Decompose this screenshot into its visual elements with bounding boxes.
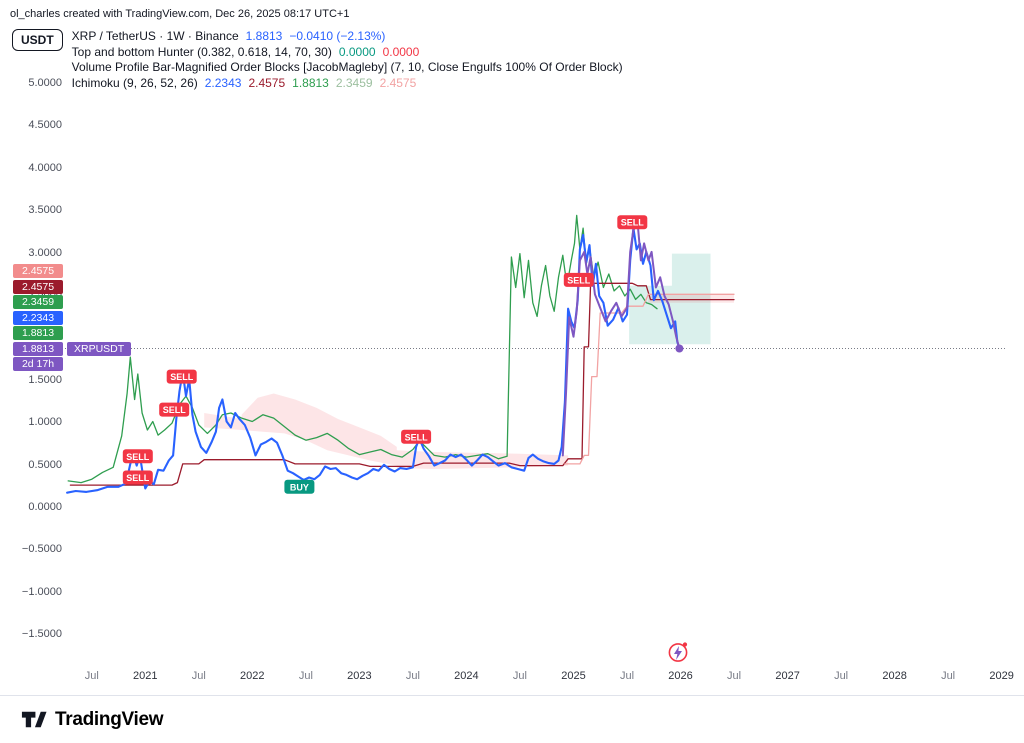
svg-text:SELL: SELL <box>567 275 591 285</box>
y-axis-label: −1.0000 <box>21 585 62 598</box>
lightning-icon <box>674 646 682 660</box>
symbol-title: XRP / TetherUS · 1W · Binance <box>71 29 239 43</box>
event-circle <box>668 643 688 662</box>
symbol-tag: XRPUSDT <box>67 341 132 356</box>
event-lightning-marker[interactable] <box>667 641 689 663</box>
ichimoku-value: 2.4575 <box>379 75 417 90</box>
time-scale[interactable]: Jul 2021 Jul 2022 Jul 2023 Jul 2024 Jul 2025 Jul 20… <box>0 670 1024 686</box>
sell-signal-marker[interactable]: SELL <box>401 429 432 444</box>
x-axis-label: Jul <box>298 670 313 682</box>
y-axis-label: 5.0000 <box>28 77 62 89</box>
y-axis-label: 4.5000 <box>28 119 62 132</box>
price-blue-line <box>66 227 681 494</box>
sell-signal-marker[interactable]: SELL <box>122 470 153 485</box>
x-axis-label: Jul <box>512 670 527 682</box>
price-scale-badge: 1.8813 <box>13 341 63 356</box>
y-axis-label: −1.5000 <box>21 628 62 641</box>
x-axis-label: 2022 <box>240 670 265 682</box>
sell-signal-marker[interactable]: SELL <box>159 402 190 417</box>
x-axis-label: 2027 <box>775 670 800 682</box>
legend-ichimoku-row[interactable]: Ichimoku (9, 26, 52, 26) 2.2343 2.4575 1.8… <box>72 76 623 92</box>
x-axis-label: Jul <box>726 670 742 682</box>
x-axis-label: 2023 <box>347 670 372 682</box>
x-axis-label: 2025 <box>561 670 586 682</box>
x-axis-label: 2024 <box>454 670 479 682</box>
y-axis-label: 0.0000 <box>28 501 62 513</box>
bearish-cloud-2022 <box>241 393 397 466</box>
chart-header: USDT XRP / TetherUS · 1W · Binance 1.881… <box>12 29 623 91</box>
price-scale-badge: 2.3459 <box>13 295 63 309</box>
x-axis-label: 2029 <box>989 670 1014 682</box>
x-axis-label: 2028 <box>882 670 907 682</box>
x-axis-label: Jul <box>834 670 849 682</box>
ichimoku-indicator-label: Ichimoku (9, 26, 52, 26) <box>71 75 198 90</box>
sell-signal-marker[interactable]: SELL <box>166 369 197 384</box>
footer-bar: TradingView <box>0 695 1024 743</box>
ichimoku-value: 2.3459 <box>335 75 373 90</box>
sell-signal-marker[interactable]: SELL <box>617 215 648 230</box>
ichimoku-baseline-dark-red <box>69 282 735 486</box>
ichimoku-value: 2.4575 <box>248 75 286 90</box>
legend-symbol-row[interactable]: XRP / TetherUS · 1W · Binance 1.8813 −0.… <box>72 29 623 45</box>
y-axis-label: 3.0000 <box>28 246 62 259</box>
legend-hunter-row[interactable]: Top and bottom Hunter (0.382, 0.618, 14,… <box>72 45 623 61</box>
ichimoku-lagging-salmon <box>564 293 735 465</box>
tradingview-brand-text[interactable]: TradingView <box>55 708 164 730</box>
legend-volume-profile-row[interactable]: Volume Profile Bar-Magnified Order Block… <box>72 60 623 76</box>
price-scale-badge: 2.4575 <box>13 264 63 278</box>
hunter-indicator-label: Top and bottom Hunter (0.382, 0.618, 14,… <box>71 44 332 59</box>
ichimoku-value: 2.2343 <box>204 75 242 90</box>
hunter-value-2: 0.0000 <box>382 44 420 59</box>
svg-text:SELL: SELL <box>621 218 645 228</box>
x-axis-label: Jul <box>619 670 635 682</box>
buy-signal-marker[interactable]: BUY <box>284 479 315 494</box>
price-scale-badge: 1.8813 <box>13 326 63 340</box>
watermark: ol_charles created with TradingView.com,… <box>10 8 350 20</box>
x-axis-label: Jul <box>84 670 99 682</box>
price-scale-badge: 2d 17h <box>13 357 63 371</box>
svg-text:BUY: BUY <box>290 482 309 492</box>
svg-text:SELL: SELL <box>126 473 150 483</box>
symbol-last-price: 1.8813 <box>245 29 283 43</box>
hunter-value-1: 0.0000 <box>338 44 376 59</box>
future-salmon-band <box>648 294 734 303</box>
sell-signal-marker[interactable]: SELL <box>563 272 594 287</box>
x-axis-label: Jul <box>191 670 206 682</box>
event-alert-dot <box>682 642 688 647</box>
price-scale[interactable]: 5.00004.50004.00003.50003.00002.50002.00… <box>0 0 62 700</box>
price-scale-badge: 2.4575 <box>13 279 63 294</box>
svg-text:SELL: SELL <box>405 432 429 442</box>
xrpusdt-purple-line <box>561 222 681 457</box>
y-axis-label: 1.5000 <box>28 373 62 386</box>
x-axis-label: 2026 <box>668 670 693 682</box>
volume-profile-indicator-label: Volume Profile Bar-Magnified Order Block… <box>71 60 623 75</box>
price-scale-badge: 2.2343 <box>13 310 63 325</box>
y-axis-label: 1.0000 <box>28 416 62 429</box>
xrpusdt-purple-line-end-dot <box>675 344 684 353</box>
x-axis-label: 2021 <box>133 670 158 682</box>
symbol-change: −0.0410 (−2.13%) <box>289 29 386 43</box>
svg-text:SELL: SELL <box>170 372 194 382</box>
svg-text:SELL: SELL <box>126 452 150 462</box>
x-axis-label: Jul <box>941 670 956 682</box>
legend-panel: XRP / TetherUS · 1W · Binance 1.8813 −0.… <box>72 29 623 91</box>
sell-signal-marker[interactable]: SELL <box>122 449 153 464</box>
svg-text:SELL: SELL <box>163 405 187 415</box>
ichimoku-value: 1.8813 <box>292 75 329 90</box>
y-axis-label: 4.0000 <box>28 161 62 174</box>
y-axis-label: 3.5000 <box>28 204 62 217</box>
ichimoku-values: 2.2343 2.4575 1.8813 2.3459 2.4575 <box>205 76 417 92</box>
y-axis-label: 0.5000 <box>28 458 62 471</box>
y-axis-label: −0.5000 <box>21 543 62 556</box>
tradingview-logo-icon[interactable] <box>20 706 47 733</box>
x-axis-label: Jul <box>405 670 420 682</box>
currency-button[interactable]: USDT <box>12 29 63 51</box>
